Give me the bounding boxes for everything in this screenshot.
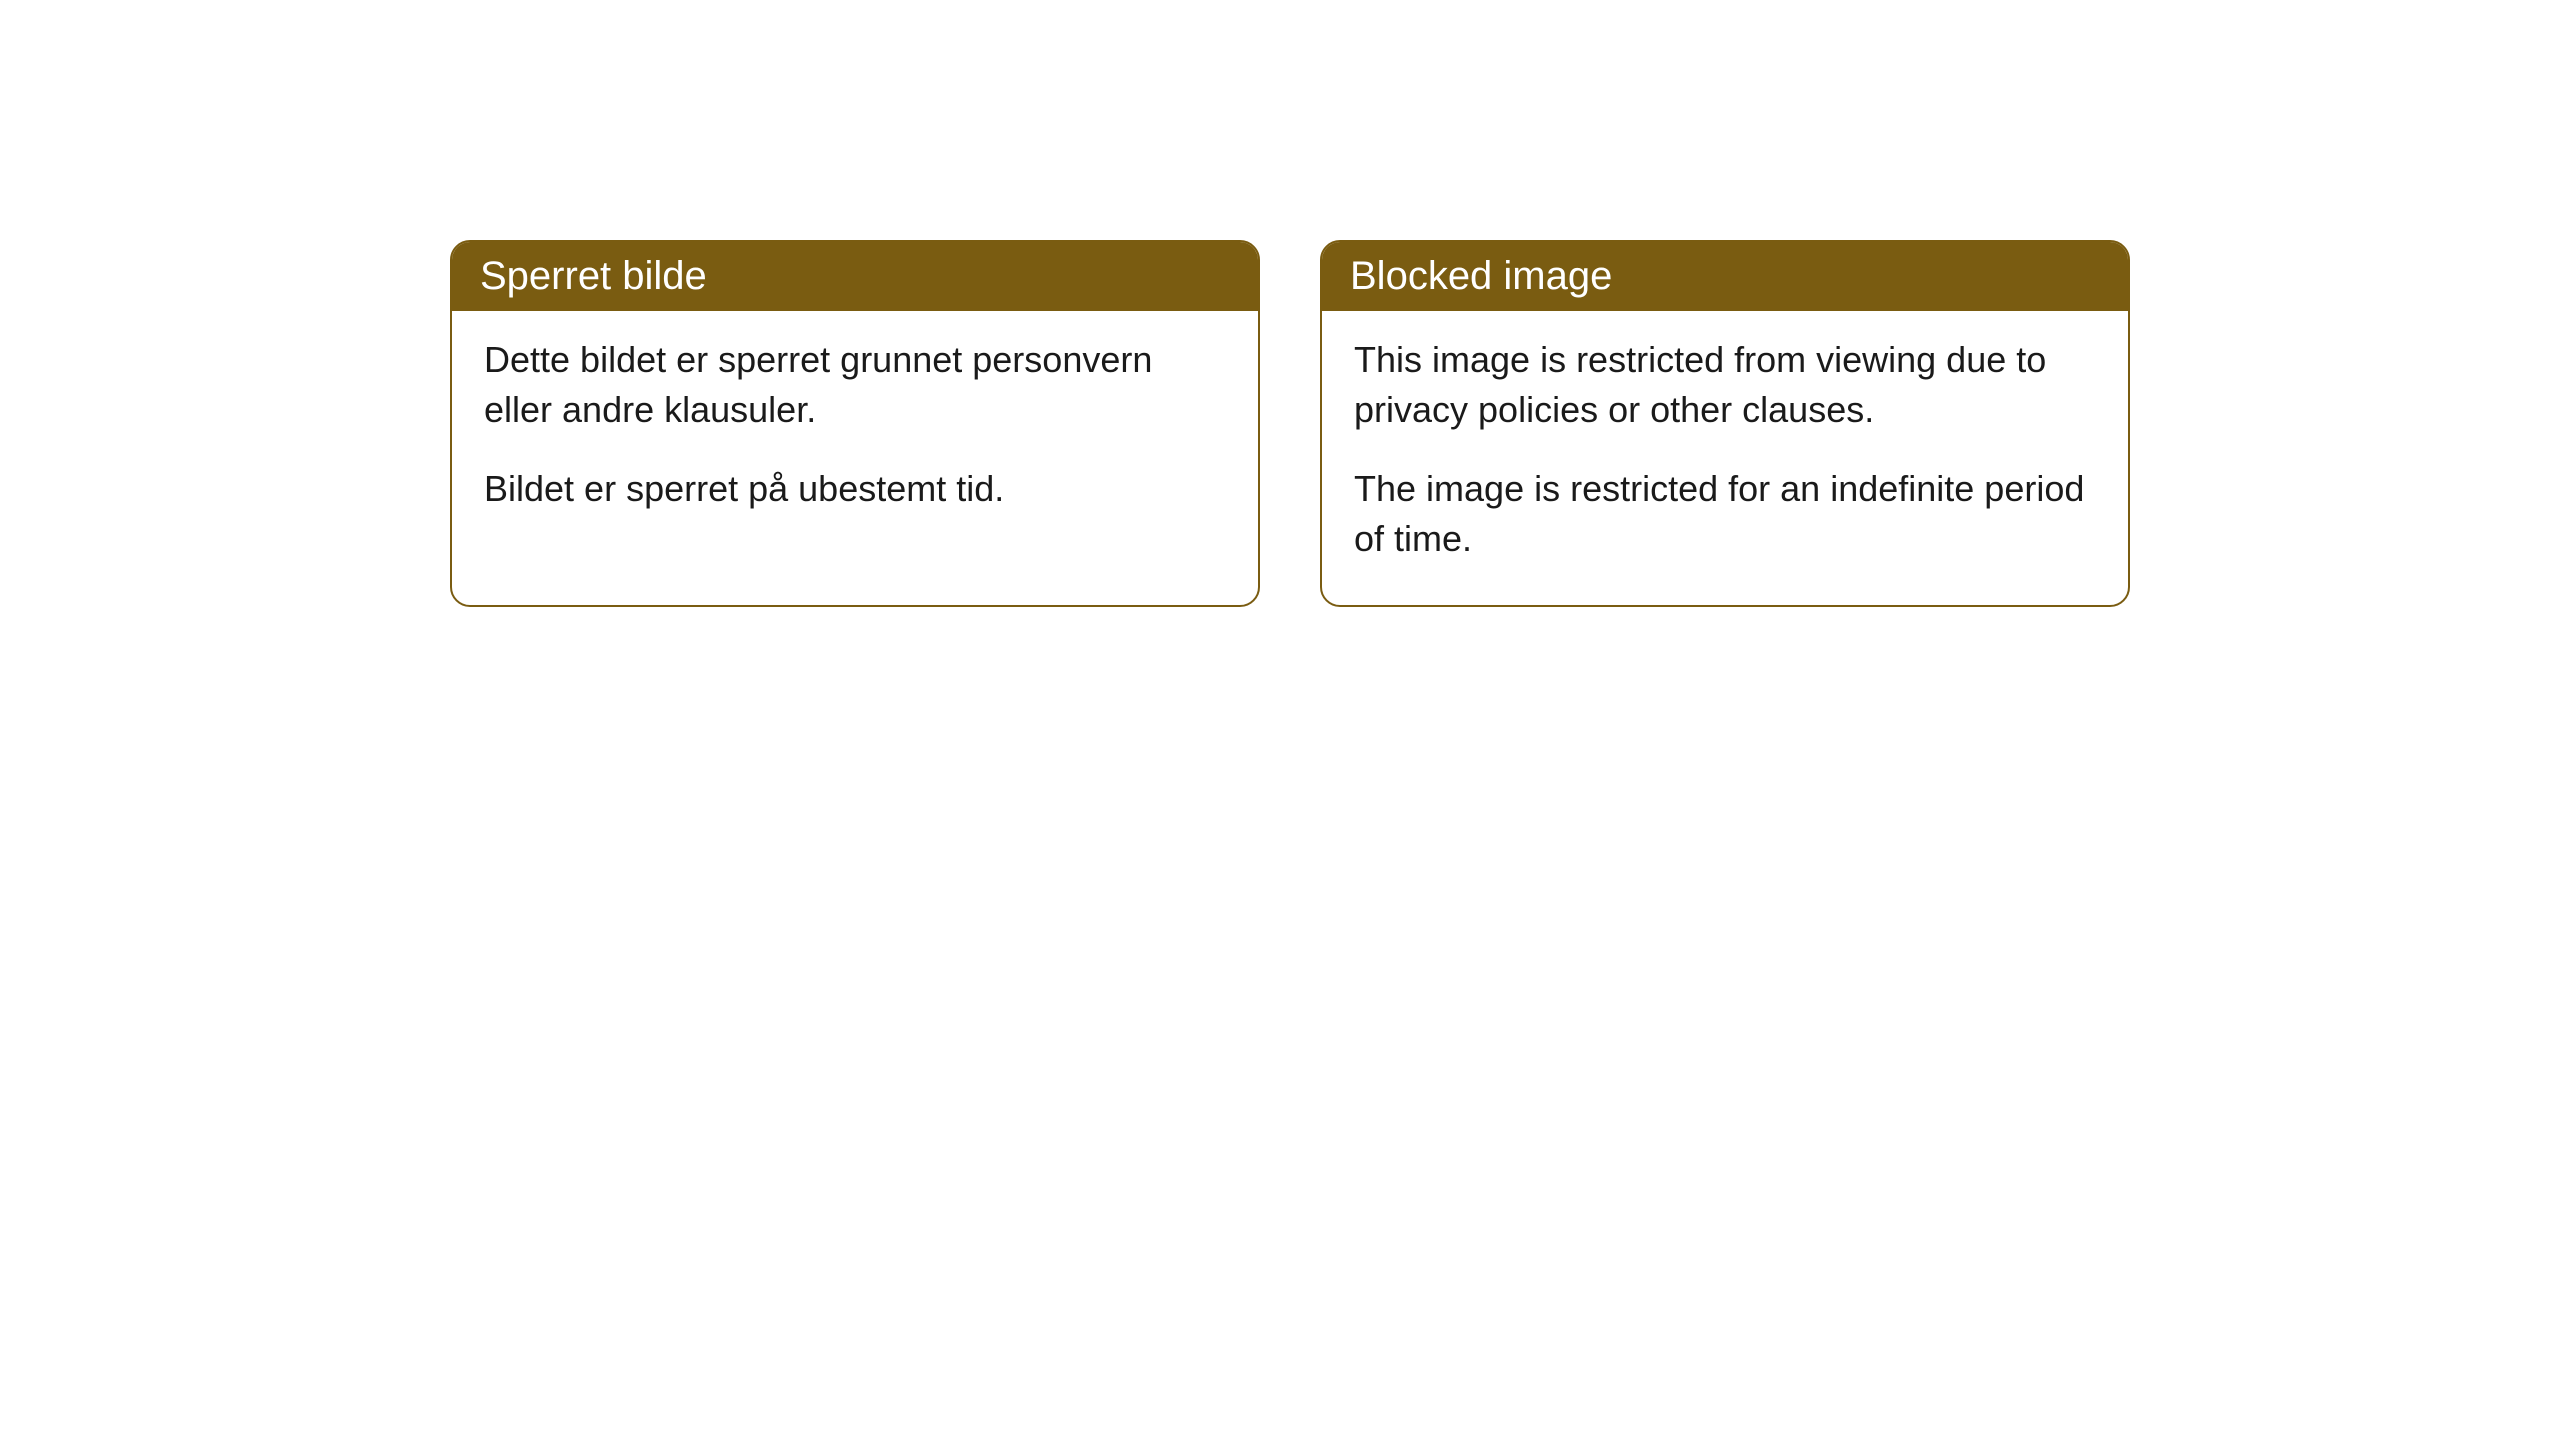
card-paragraph: The image is restricted for an indefinit… [1354, 464, 2096, 565]
card-paragraph: Dette bildet er sperret grunnet personve… [484, 335, 1226, 436]
card-blocked-image-en: Blocked image This image is restricted f… [1320, 240, 2130, 607]
card-header: Blocked image [1322, 242, 2128, 311]
card-title: Sperret bilde [480, 254, 707, 298]
card-paragraph: Bildet er sperret på ubestemt tid. [484, 464, 1226, 514]
cards-container: Sperret bilde Dette bildet er sperret gr… [450, 240, 2130, 607]
card-paragraph: This image is restricted from viewing du… [1354, 335, 2096, 436]
card-header: Sperret bilde [452, 242, 1258, 311]
card-blocked-image-no: Sperret bilde Dette bildet er sperret gr… [450, 240, 1260, 607]
card-body: This image is restricted from viewing du… [1322, 311, 2128, 605]
card-body: Dette bildet er sperret grunnet personve… [452, 311, 1258, 554]
card-title: Blocked image [1350, 254, 1612, 298]
